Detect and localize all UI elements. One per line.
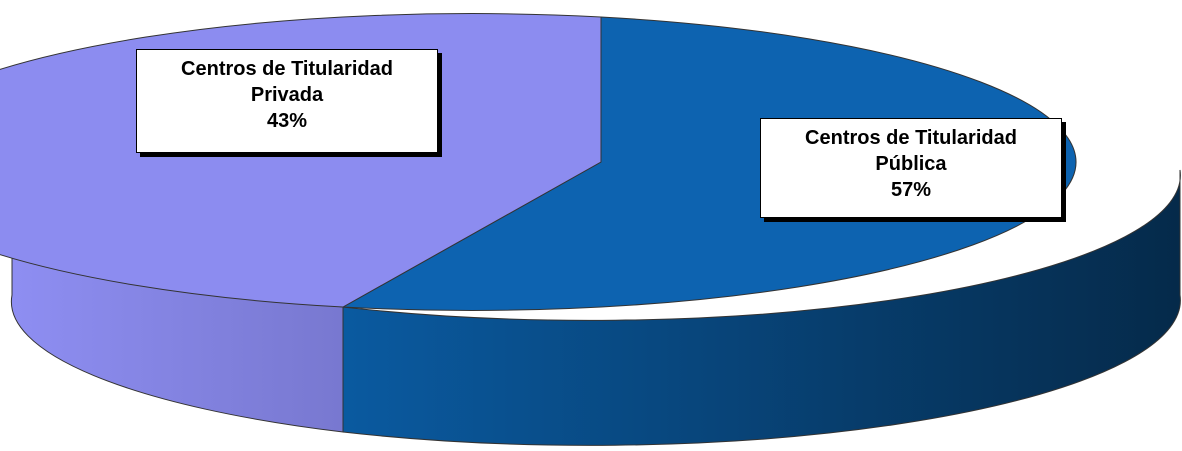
data-label-privada-line2: Privada (250, 84, 324, 106)
slice-side-publica (342, 169, 1181, 446)
data-label-publica-percent: 57% (890, 179, 932, 201)
data-label-publica-line2: Pública (875, 153, 947, 175)
data-label-publica-line1: Centros de Titularidad (805, 127, 1017, 149)
data-label-privada-line1: Centros de Titularidad (181, 58, 393, 80)
data-label-publica: Centros de Titularidad Pública 57% (760, 118, 1062, 218)
data-label-privada-percent: 43% (266, 110, 308, 132)
data-label-privada: Centros de Titularidad Privada 43% (136, 49, 438, 153)
